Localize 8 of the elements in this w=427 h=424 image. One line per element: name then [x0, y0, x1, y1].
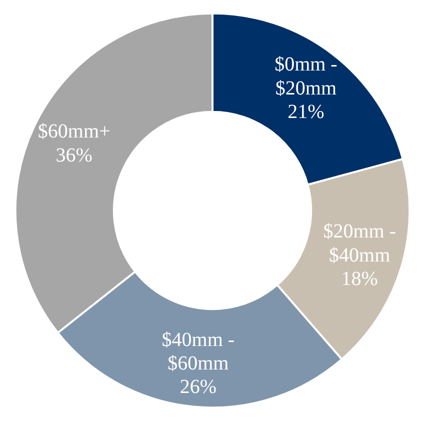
slice-label: $40mm - $60mm — [162, 328, 235, 375]
data-label: 26% — [180, 376, 217, 398]
data-label: 36% — [56, 144, 92, 166]
data-label: 18% — [341, 268, 378, 290]
slice-label: $0mm - $20mm — [274, 54, 338, 100]
data-label: 21% — [288, 101, 324, 124]
slice-label: $60mm+ — [38, 120, 110, 143]
slice-label: $20mm - $40mm — [323, 220, 396, 266]
